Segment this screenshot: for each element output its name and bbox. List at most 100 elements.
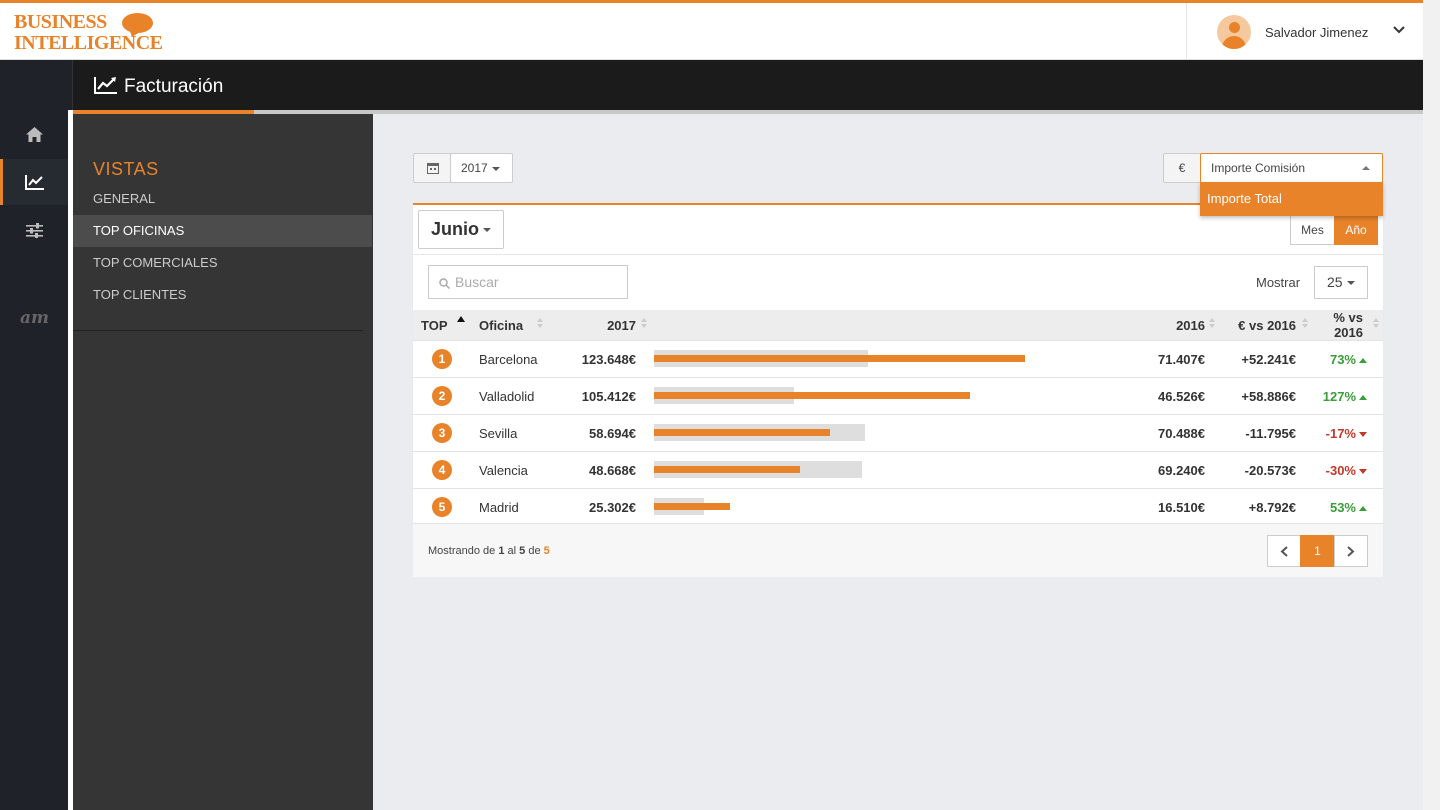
- value-pct: 73%: [1308, 340, 1383, 378]
- info-al: al: [507, 545, 517, 557]
- section-header: [68, 60, 1423, 110]
- toggle-ano[interactable]: Año: [1334, 215, 1378, 245]
- office-name: Valencia: [471, 451, 551, 489]
- brand-mark: am: [20, 308, 50, 328]
- sidebar-item-top-comerciales[interactable]: TOP COMERCIALES: [93, 255, 218, 270]
- col-2016[interactable]: 2016: [1129, 310, 1215, 341]
- views-sidebar: VISTAS GENERAL TOP OFICINAS TOP COMERCIA…: [73, 114, 373, 810]
- metric-select[interactable]: Importe Comisión: [1200, 153, 1383, 183]
- bar-2017: [654, 392, 970, 399]
- sliders-icon: [26, 223, 43, 238]
- rank-badge: 1: [432, 349, 452, 369]
- table-row[interactable]: 3 Sevilla 58.694€ 70.488€ -11.795€ -17%: [413, 414, 1383, 452]
- sidebar-divider: [73, 330, 363, 331]
- value-2016: 70.488€: [1129, 414, 1215, 452]
- pct-text: 73%: [1329, 351, 1356, 367]
- sidebar-item-general[interactable]: GENERAL: [93, 191, 156, 206]
- value-2016: 71.407€: [1129, 340, 1215, 378]
- rank-badge: 4: [432, 460, 452, 480]
- rank-badge: 5: [432, 497, 452, 517]
- col-oficina[interactable]: Oficina: [471, 310, 551, 341]
- search-placeholder: Buscar: [455, 274, 499, 290]
- col-bars: [649, 310, 1129, 341]
- table-row[interactable]: 2 Valladolid 105.412€ 46.526€ +58.886€ 127%: [413, 377, 1383, 415]
- info-total: 5: [543, 545, 550, 557]
- user-name: Salvador Jimenez: [1265, 25, 1369, 40]
- sort-asc-icon: [457, 316, 465, 322]
- table-header-row: TOP Oficina 2017 2016 € vs 2016 % vs 201…: [413, 310, 1383, 341]
- page-size-select[interactable]: 25: [1314, 266, 1368, 299]
- year-value: 2017: [461, 161, 488, 175]
- toggle-mes[interactable]: Mes: [1290, 215, 1335, 245]
- table-row[interactable]: 1 Barcelona 123.648€ 71.407€ +52.241€ 73%: [413, 340, 1383, 378]
- comparison-bars: [649, 414, 1129, 452]
- rank-badge: 2: [432, 386, 452, 406]
- pct-text: 53%: [1329, 499, 1356, 515]
- col-pct[interactable]: % vs 2016: [1308, 310, 1383, 341]
- nav-home[interactable]: [0, 112, 68, 158]
- value-pct: 127%: [1308, 377, 1383, 415]
- ranking-card: Junio Mes Año Buscar Mostrar 25 TOP Ofic…: [413, 203, 1383, 577]
- search-input[interactable]: Buscar: [428, 265, 628, 299]
- value-2017: 105.412€: [551, 377, 649, 415]
- bar-2017: [654, 355, 1025, 362]
- col-2017[interactable]: 2017: [551, 310, 649, 341]
- pct-text: 127%: [1322, 388, 1356, 404]
- calendar-icon: [427, 163, 439, 174]
- comparison-bars: [649, 377, 1129, 415]
- value-pct: -30%: [1308, 451, 1383, 489]
- office-name: Sevilla: [471, 414, 551, 452]
- trend-up-icon: [1359, 505, 1367, 511]
- value-pct: -17%: [1308, 414, 1383, 452]
- value-diff: -20.573€: [1215, 451, 1308, 489]
- sort-icon: [1302, 318, 1308, 328]
- prev-page-button[interactable]: [1267, 535, 1301, 567]
- col-diff[interactable]: € vs 2016: [1215, 310, 1308, 341]
- office-name: Madrid: [471, 488, 551, 525]
- page-scrollbar[interactable]: [1423, 0, 1440, 810]
- col-top[interactable]: TOP: [413, 310, 471, 341]
- sort-icon: [1209, 318, 1215, 328]
- value-2017: 48.668€: [551, 451, 649, 489]
- metric-selected: Importe Comisión: [1211, 161, 1306, 175]
- month-select[interactable]: Junio: [418, 210, 504, 249]
- calendar-button[interactable]: [413, 153, 451, 183]
- info-from: 1: [498, 545, 505, 557]
- info-to: 5: [519, 545, 526, 557]
- chevron-left-icon: [1280, 546, 1288, 557]
- sidebar-item-top-oficinas[interactable]: TOP OFICINAS: [73, 215, 372, 247]
- metric-option-importe-total[interactable]: Importe Total: [1200, 182, 1383, 216]
- chart-line-icon: [94, 77, 117, 94]
- col-2017-label: 2017: [607, 317, 636, 333]
- table-row[interactable]: 4 Valencia 48.668€ 69.240€ -20.573€ -30%: [413, 451, 1383, 489]
- trend-up-icon: [1359, 394, 1367, 400]
- currency-addon: €: [1163, 153, 1201, 183]
- logo-line-1: BUSINESS: [14, 11, 107, 33]
- sidebar-item-top-clientes[interactable]: TOP CLIENTES: [93, 287, 187, 302]
- trend-down-icon: [1359, 468, 1367, 474]
- table-row[interactable]: 5 Madrid 25.302€ 16.510€ +8.792€ 53%: [413, 488, 1383, 525]
- year-select[interactable]: 2017: [450, 153, 513, 183]
- nav-facturacion[interactable]: [0, 159, 68, 205]
- next-page-button[interactable]: [1334, 535, 1368, 567]
- office-name: Barcelona: [471, 340, 551, 378]
- user-menu[interactable]: Salvador Jimenez: [1186, 3, 1423, 60]
- chevron-down-icon[interactable]: [1393, 23, 1405, 37]
- icon-sidebar: am: [0, 60, 68, 810]
- app-logo[interactable]: BUSINESS INTELLIGENCE: [14, 12, 174, 56]
- value-diff: +58.886€: [1215, 377, 1308, 415]
- logo-line-2: INTELLIGENCE: [14, 32, 163, 54]
- page-1-button[interactable]: 1: [1300, 535, 1335, 567]
- value-diff: +52.241€: [1215, 340, 1308, 378]
- bar-2017: [654, 429, 830, 436]
- sort-icon: [537, 318, 543, 328]
- page-title: Facturación: [124, 76, 224, 97]
- caret-down-icon: [483, 228, 491, 233]
- search-icon: [439, 278, 450, 289]
- col-diff-label: € vs 2016: [1238, 317, 1296, 333]
- sort-icon: [641, 318, 647, 328]
- col-oficina-label: Oficina: [479, 317, 524, 333]
- bar-2017: [654, 466, 800, 473]
- pct-text: -17%: [1325, 425, 1356, 441]
- nav-settings[interactable]: [0, 208, 68, 254]
